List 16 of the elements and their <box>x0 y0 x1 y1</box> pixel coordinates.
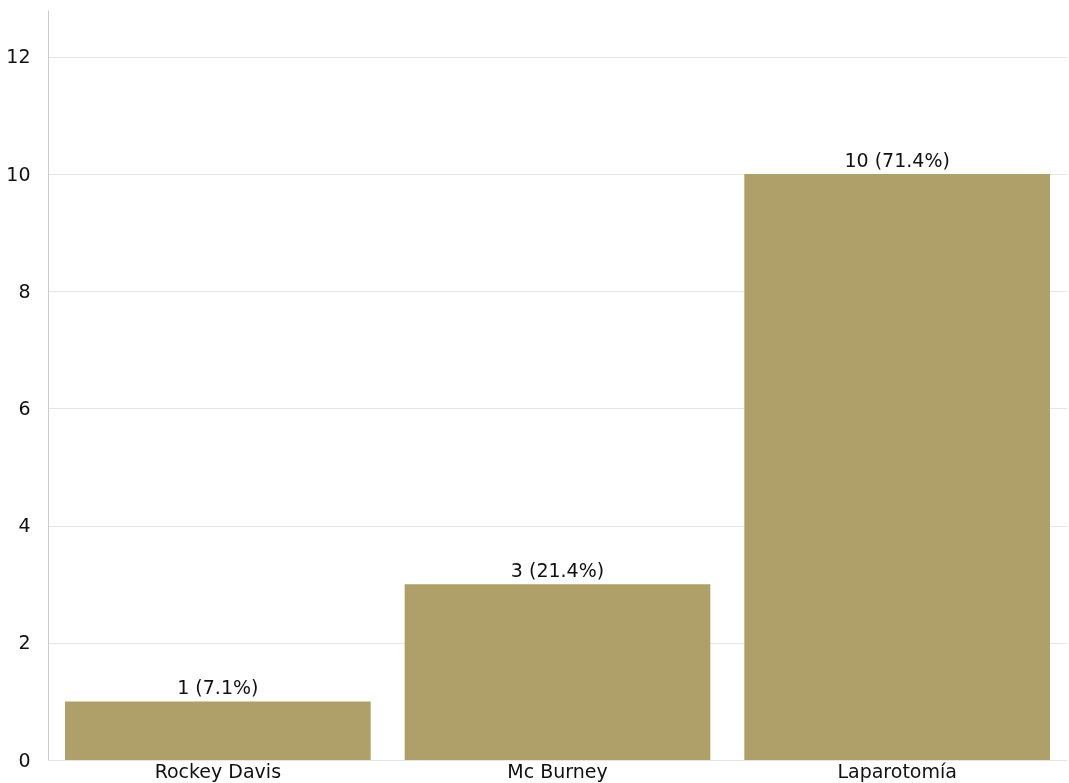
y-tick-label: 8 <box>18 279 31 302</box>
data-label: 10 (71.4%) <box>844 149 950 172</box>
x-tick-label: Mc Burney <box>507 759 608 782</box>
y-tick-label: 6 <box>18 396 31 419</box>
bar <box>404 584 711 760</box>
y-tick-label: 12 <box>6 45 31 68</box>
y-tick-label: 2 <box>18 631 31 654</box>
bar <box>64 701 371 760</box>
x-tick-label: Rockey Davis <box>154 759 282 782</box>
y-tick-label: 4 <box>18 514 31 537</box>
bar <box>744 174 1051 760</box>
y-tick-label: 10 <box>6 162 31 185</box>
y-tick-label: 0 <box>18 748 31 771</box>
x-tick-label: Laparotomía <box>837 759 957 782</box>
data-label: 1 (7.1%) <box>177 676 259 699</box>
data-label: 3 (21.4%) <box>510 559 605 582</box>
